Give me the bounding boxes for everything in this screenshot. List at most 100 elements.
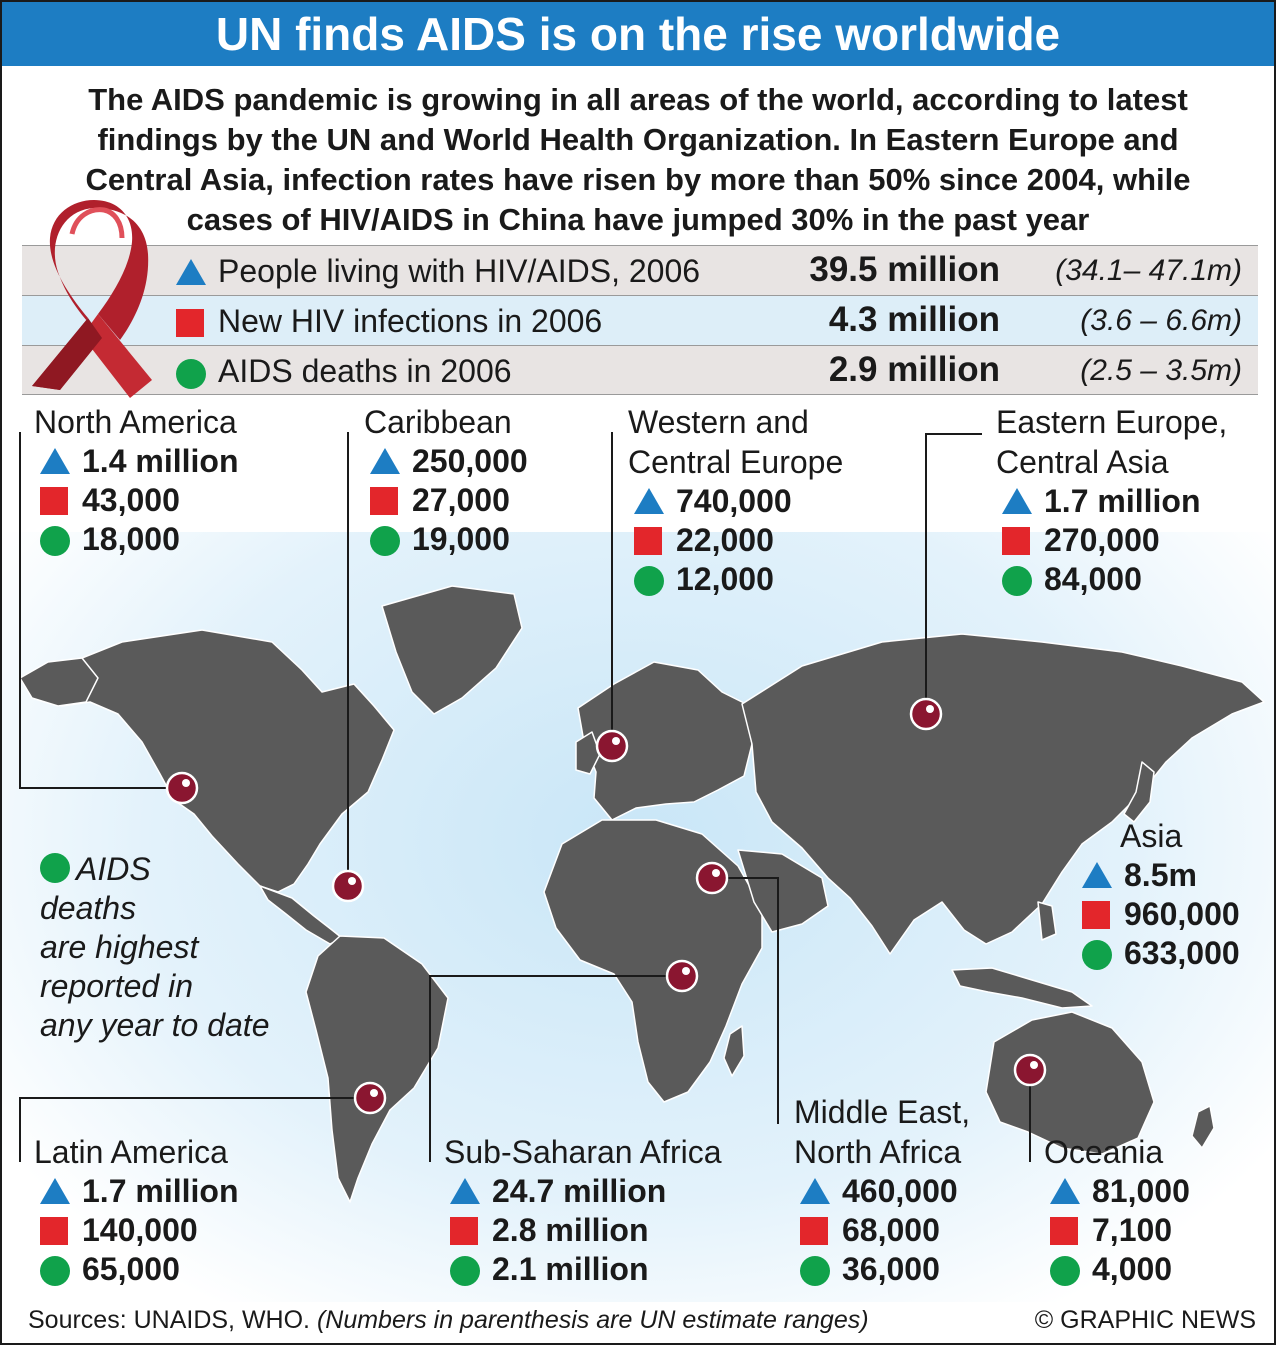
region-value: 740,000 [676,483,792,519]
region-latin-america: Latin America 1.7 million 140,000 65,000 [34,1132,238,1291]
stat-label: AIDS deaths in 2006 [218,353,512,389]
stat-range: (2.5 – 3.5m) [1080,354,1242,387]
region-value: 19,000 [412,521,510,557]
greenland-landmass [381,585,523,715]
region-value: 7,100 [1092,1212,1173,1248]
stat-value: 39.5 million [809,250,1000,289]
region-value: 2.1 million [492,1251,649,1287]
region-stat-new: 27,000 [364,481,512,520]
region-stat-living: 1.7 million [34,1172,238,1211]
region-stat-deaths: 2.1 million [444,1250,722,1289]
triangle-icon [800,1178,830,1209]
region-value: 4,000 [1092,1251,1173,1287]
region-caribbean: Caribbean 250,000 27,000 19,000 [364,402,528,559]
region-stat-deaths: 633,000 [1076,934,1240,973]
region-value: 140,000 [82,1212,198,1248]
marker-western-europe [595,729,629,763]
region-name: Eastern Europe, [996,404,1228,440]
region-stat-living: 460,000 [794,1172,970,1211]
region-stat-new: 2.8 million [444,1211,722,1250]
note-line: AIDS [76,851,151,887]
region-middle-east-north-africa: Middle East, North Africa 460,000 68,000… [794,1092,970,1289]
region-value: 65,000 [82,1251,180,1287]
square-icon [176,309,204,342]
region-value: 960,000 [1124,896,1240,932]
square-icon [370,487,398,520]
region-sub-saharan-africa: Sub-Saharan Africa 24.7 million 2.8 mill… [444,1132,722,1289]
stat-row-new-infections: New HIV infections in 2006 4.3 million (… [22,295,1258,345]
square-icon [1002,527,1030,560]
note-line: deaths [40,890,137,926]
deaths-note: AIDS deaths are highest reported in any … [40,850,269,1045]
arabia-landmass [737,849,829,933]
region-value: 22,000 [676,522,774,558]
region-stat-deaths: 19,000 [364,520,512,559]
region-stat-new: 960,000 [1076,895,1240,934]
south-america-landmass [305,935,449,1203]
region-stat-new: 43,000 [34,481,237,520]
region-asia: Asia 8.5m 960,000 633,000 [1076,816,1240,973]
region-name: Caribbean [364,404,512,440]
intro-text: The AIDS pandemic is growing in all area… [12,80,1264,240]
leader-line-sub-saharan [429,975,682,1162]
triangle-icon [450,1178,480,1209]
region-name: Asia [1120,818,1183,854]
note-line: reported in [40,968,193,1004]
north-america-landmass [37,629,395,893]
region-name: Western and [628,404,809,440]
region-stat-new: 7,100 [1044,1211,1172,1250]
region-name: Central Asia [996,444,1169,480]
region-name: Sub-Saharan Africa [444,1134,722,1170]
triangle-icon [370,448,400,479]
region-value: 84,000 [1044,561,1142,597]
triangle-icon [1082,862,1112,893]
region-eastern-europe-central-asia: Eastern Europe, Central Asia 1.7 million… [996,402,1227,599]
marker-north-america [165,771,199,805]
region-value: 27,000 [412,482,510,518]
region-name: North America [34,404,237,440]
region-value: 270,000 [1044,522,1160,558]
copyright: © GRAPHIC NEWS [1034,1306,1256,1334]
square-icon [1082,901,1110,934]
region-name: Latin America [34,1134,228,1170]
triangle-icon [40,448,70,479]
square-icon [1050,1217,1078,1250]
circle-icon [40,526,70,561]
region-value: 43,000 [82,482,180,518]
region-value: 36,000 [842,1251,940,1287]
region-value: 1.4 million [82,443,239,479]
intro-line: Central Asia, infection rates have risen… [85,162,1191,197]
region-value: 2.8 million [492,1212,649,1248]
circle-icon [634,566,664,601]
triangle-icon [176,259,206,290]
title-bar: UN finds AIDS is on the rise worldwide [2,2,1274,66]
region-stat-living: 1.4 million [34,442,239,481]
region-value: 633,000 [1124,935,1240,971]
alaska-landmass [19,657,99,707]
circle-icon [1050,1256,1080,1291]
region-name: Central Europe [628,444,844,480]
region-stat-deaths: 12,000 [628,560,843,599]
sources-text: Sources: UNAIDS, WHO. [28,1306,310,1334]
region-stat-living: 1.7 million [996,482,1227,521]
circle-icon [40,853,70,883]
region-value: 18,000 [82,521,180,557]
square-icon [40,1217,68,1250]
region-stat-new: 22,000 [628,521,843,560]
region-value: 24.7 million [492,1173,667,1209]
asia-landmass [741,633,1265,955]
stat-value: 2.9 million [828,350,1000,389]
region-name: North Africa [794,1134,962,1170]
leader-line-middle-east [712,877,779,1124]
region-name: Oceania [1044,1134,1164,1170]
circle-icon [40,1256,70,1291]
indonesia-landmass [951,967,1093,1009]
europe-landmass [577,661,753,821]
region-north-america: North America 1.4 million 43,000 18,000 [34,402,239,561]
leader-line-latin-america [19,1097,370,1162]
stat-value: 4.3 million [828,300,1000,339]
marker-latin-america [353,1081,387,1115]
region-value: 1.7 million [1044,483,1201,519]
